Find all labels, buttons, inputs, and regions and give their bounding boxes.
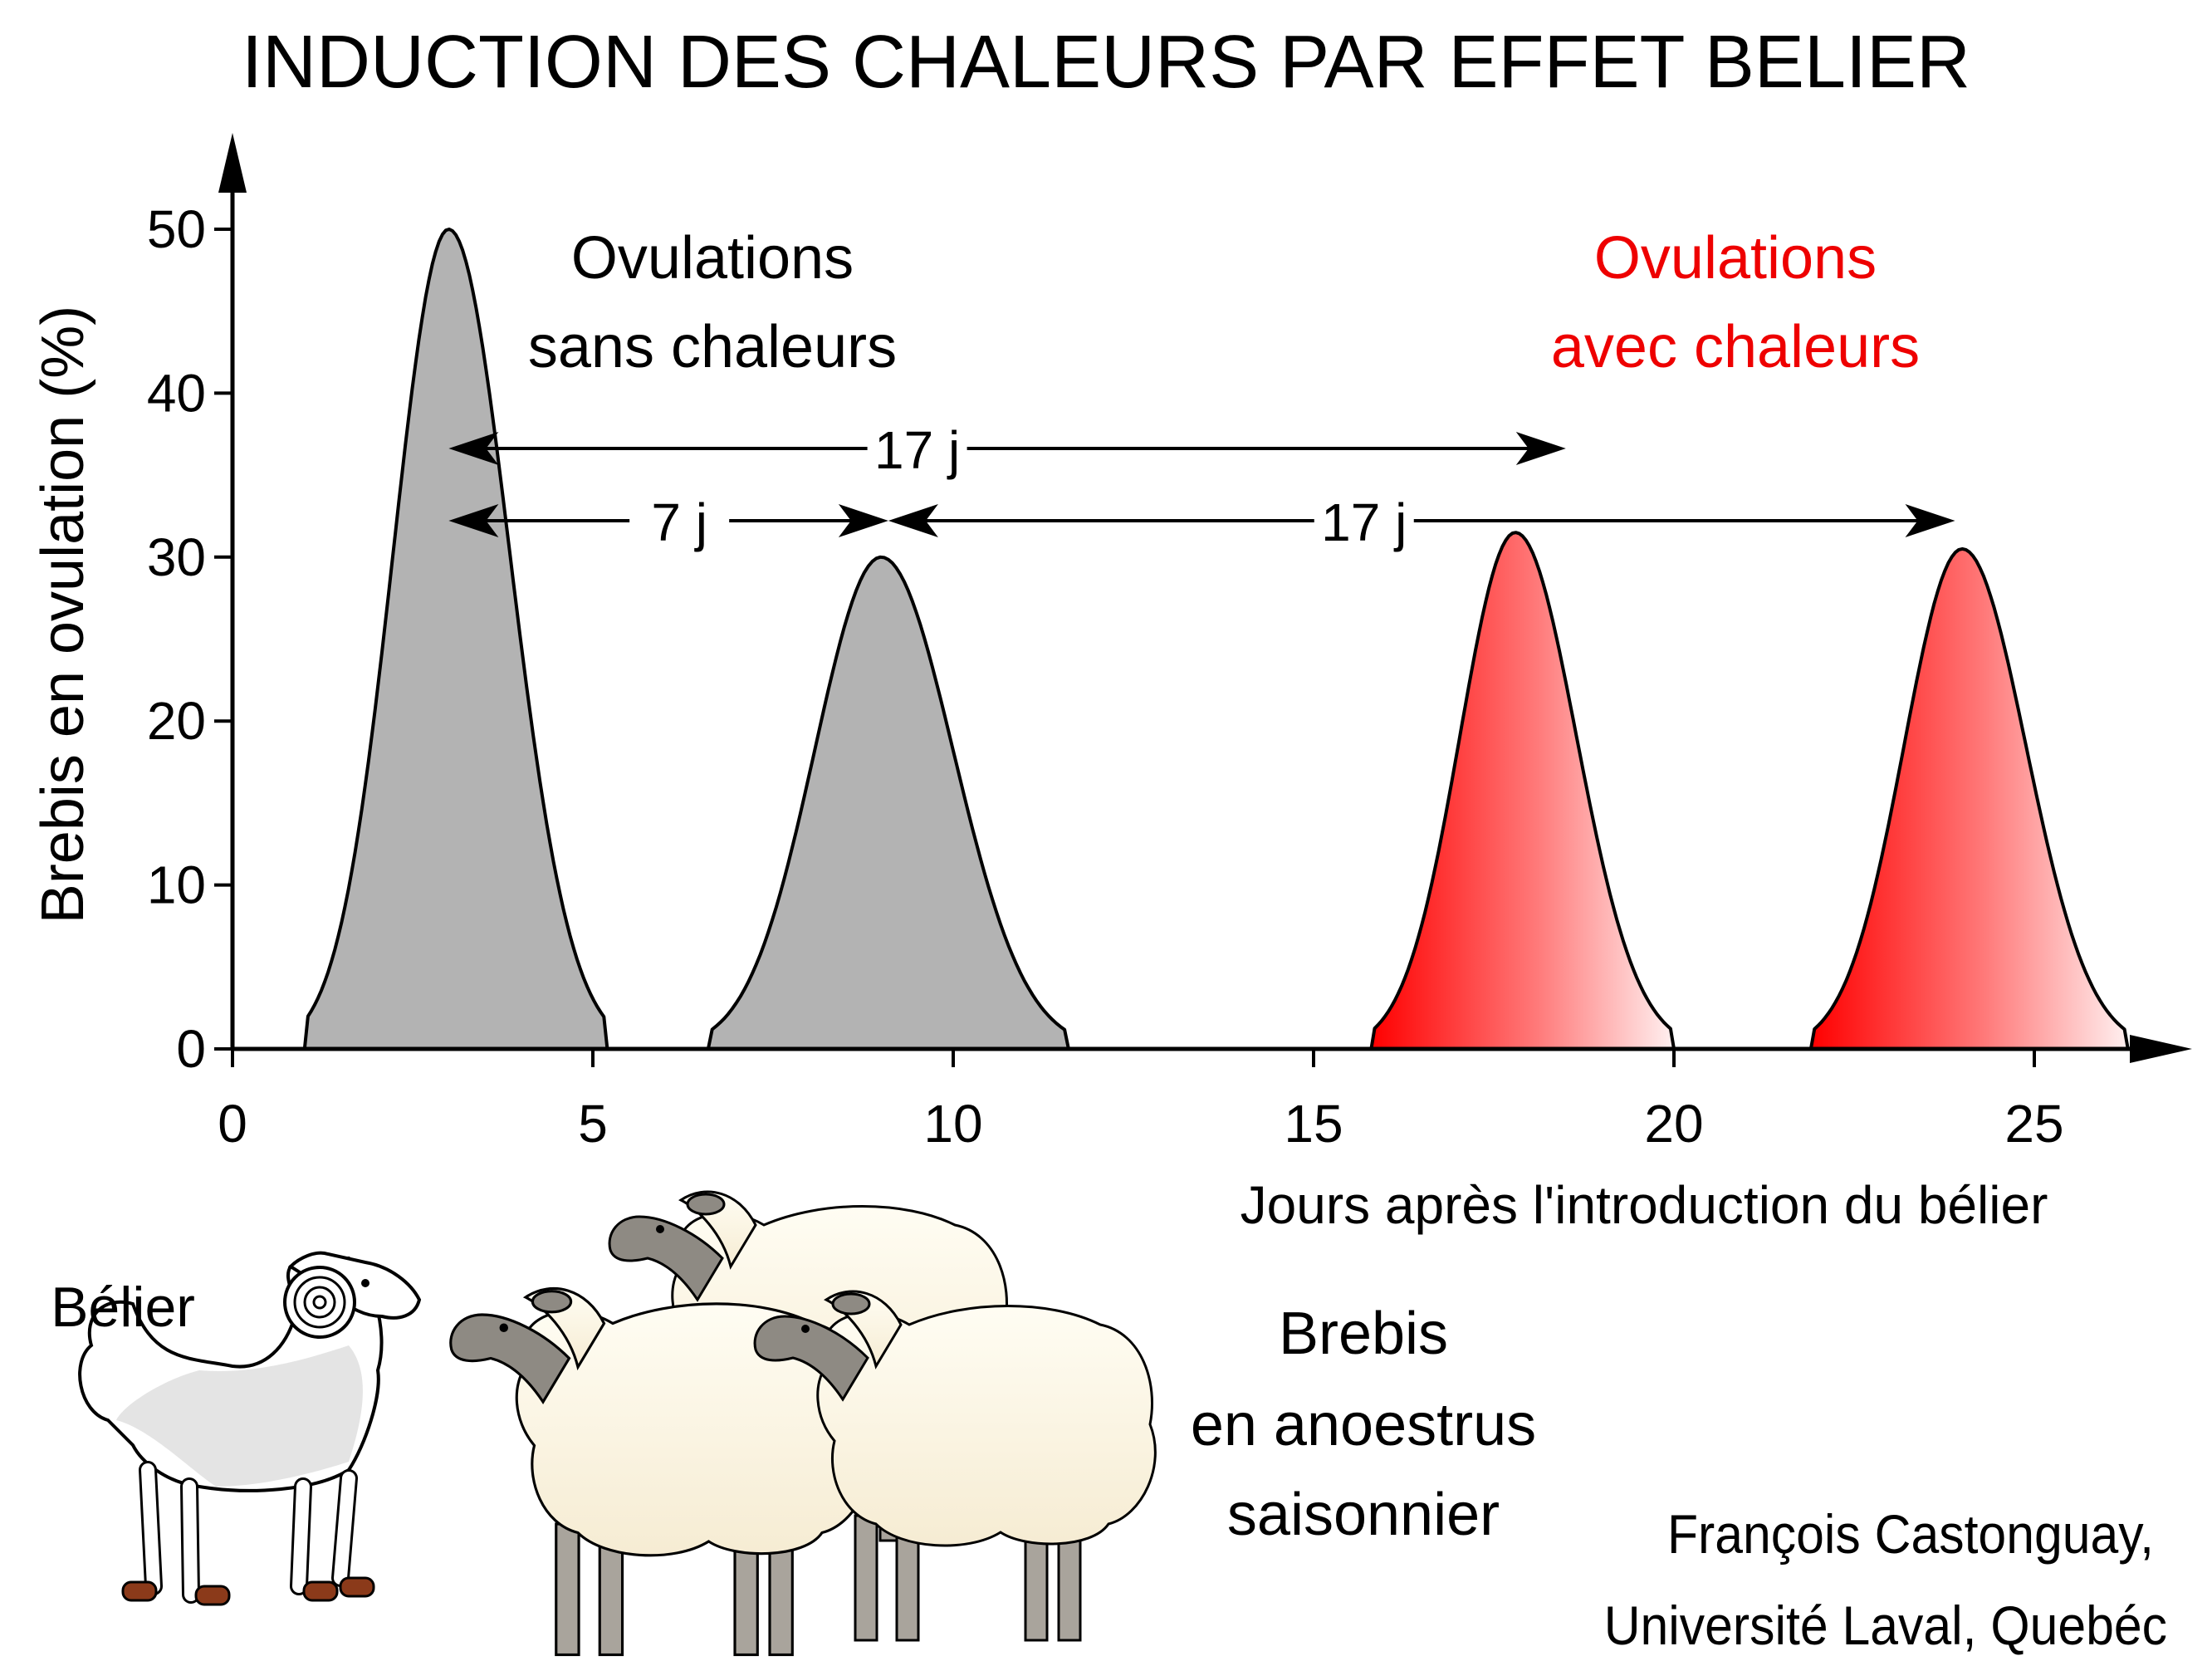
annotation-heat: Ovulations avec chaleurs xyxy=(1551,225,1920,380)
x-axis-label: Jours après l'introduction du bélier xyxy=(1241,1175,2048,1235)
x-tick-label: 25 xyxy=(2004,1094,2063,1154)
ewes-label-line3: saisonnier xyxy=(1227,1482,1500,1548)
y-ticks: 0 10 20 30 40 50 xyxy=(147,199,232,1079)
peak-1 xyxy=(302,228,609,1051)
y-tick-label: 10 xyxy=(147,855,206,915)
y-tick-label: 0 xyxy=(176,1019,206,1079)
y-tick-label: 20 xyxy=(147,691,206,751)
x-tick-label: 10 xyxy=(923,1094,982,1154)
interval-arrow-3 xyxy=(888,504,1955,537)
annotation-heat-line2: avec chaleurs xyxy=(1551,314,1920,380)
ewes-label: Brebis en anoestrus saisonnier xyxy=(1191,1301,1536,1548)
ram-label: Bélier xyxy=(51,1276,195,1339)
interval-arrows: 17 j 7 j 17 j xyxy=(448,420,1955,552)
ewes-illustration xyxy=(449,1190,1157,1657)
annotation-no-heat: Ovulations sans chaleurs xyxy=(528,225,897,380)
credit: François Castonguay, Université Laval, Q… xyxy=(1604,1505,2167,1657)
x-axis-arrow xyxy=(2130,1035,2192,1063)
annotation-no-heat-line1: Ovulations xyxy=(571,225,854,292)
y-axis-arrow xyxy=(218,133,247,193)
x-tick-label: 15 xyxy=(1284,1094,1343,1154)
x-ticks: 0 5 10 15 20 25 xyxy=(218,1049,2064,1154)
peak-3 xyxy=(1369,531,1676,1051)
peaks-layer xyxy=(302,228,2130,1051)
annotation-no-heat-line2: sans chaleurs xyxy=(528,314,897,380)
interval-label: 17 j xyxy=(1321,492,1407,552)
ewe-front xyxy=(753,1290,1157,1642)
ram-illustration xyxy=(78,1251,422,1606)
credit-line2: Université Laval, Quebéc xyxy=(1604,1596,2167,1657)
y-axis-label: Brebis en ovulation (%) xyxy=(30,306,96,924)
peak-4 xyxy=(1808,546,2130,1051)
ewe-left xyxy=(449,1286,873,1657)
ewes-label-line1: Brebis xyxy=(1279,1301,1448,1367)
interval-label: 17 j xyxy=(874,420,960,480)
y-tick-label: 50 xyxy=(147,199,206,259)
x-tick-label: 5 xyxy=(578,1094,608,1154)
annotation-heat-line1: Ovulations xyxy=(1594,225,1877,292)
y-tick-label: 40 xyxy=(147,363,206,423)
peak-2 xyxy=(706,555,1070,1051)
interval-label: 7 j xyxy=(651,492,707,552)
x-tick-label: 20 xyxy=(1644,1094,1703,1154)
x-tick-label: 0 xyxy=(218,1094,247,1154)
axes xyxy=(218,133,2192,1063)
interval-arrow-1 xyxy=(448,432,1566,465)
interval-arrow-2 xyxy=(448,504,888,537)
ewes-label-line2: en anoestrus xyxy=(1191,1392,1536,1458)
y-tick-label: 30 xyxy=(147,527,206,587)
credit-line1: François Castonguay, xyxy=(1667,1505,2154,1565)
chart-title: INDUCTION DES CHALEURS PAR EFFET BELIER xyxy=(242,21,1970,104)
